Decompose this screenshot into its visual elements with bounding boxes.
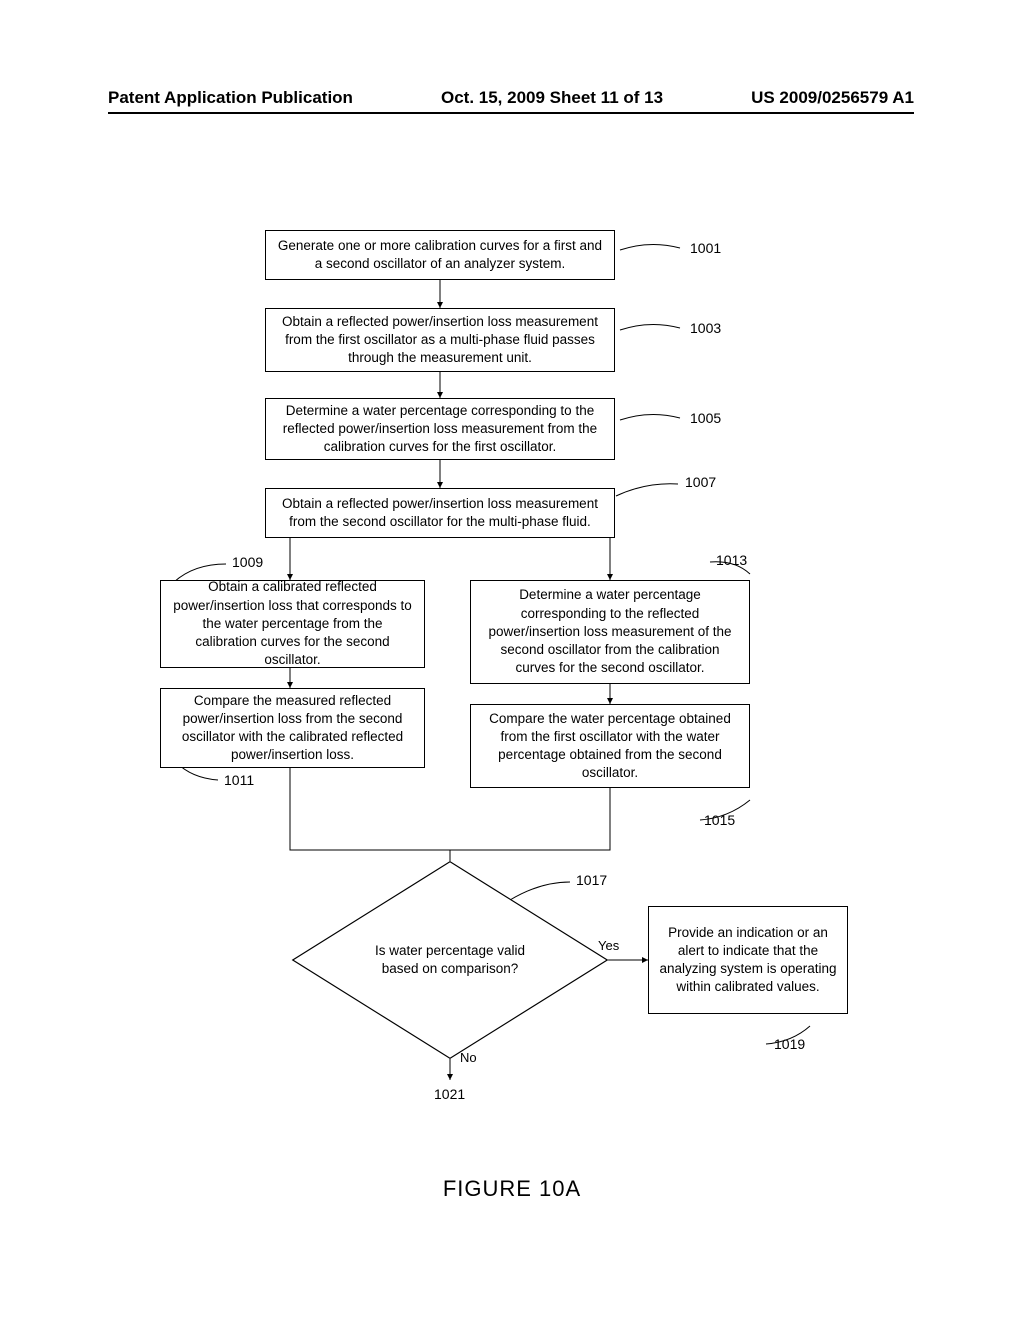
box-1011: Compare the measured reflected power/ins… [160,688,425,768]
box-1001-text: Generate one or more calibration curves … [276,237,604,273]
edge-no: No [460,1050,477,1065]
label-1017: 1017 [576,872,607,888]
box-1007: Obtain a reflected power/insertion loss … [265,488,615,538]
label-1019: 1019 [774,1036,805,1052]
box-1013-text: Determine a water percentage correspondi… [481,586,739,677]
label-1001: 1001 [690,240,721,256]
box-1003: Obtain a reflected power/insertion loss … [265,308,615,372]
label-1007: 1007 [685,474,716,490]
header-left: Patent Application Publication [108,88,353,108]
box-1007-text: Obtain a reflected power/insertion loss … [276,495,604,531]
box-1011-text: Compare the measured reflected power/ins… [171,692,414,765]
flowchart: Generate one or more calibration curves … [150,230,880,1150]
box-1003-text: Obtain a reflected power/insertion loss … [276,313,604,368]
label-1003: 1003 [690,320,721,336]
box-1013: Determine a water percentage correspondi… [470,580,750,684]
box-1001: Generate one or more calibration curves … [265,230,615,280]
box-1009: Obtain a calibrated reflected power/inse… [160,580,425,668]
decision-1017-label: Is water percentage valid based on compa… [358,942,542,978]
box-1015: Compare the water percentage obtained fr… [470,704,750,788]
box-1009-text: Obtain a calibrated reflected power/inse… [171,578,414,669]
label-1005: 1005 [690,410,721,426]
decision-1017-text: Is water percentage valid based on compa… [350,930,550,990]
label-1011: 1011 [224,772,254,788]
edge-yes: Yes [598,938,619,953]
box-1019: Provide an indication or an alert to ind… [648,906,848,1014]
page-header: Patent Application Publication Oct. 15, … [108,88,914,108]
box-1019-text: Provide an indication or an alert to ind… [659,924,837,997]
label-1015: 1015 [704,812,735,828]
box-1015-text: Compare the water percentage obtained fr… [481,710,739,783]
header-rule [108,112,914,114]
label-1021: 1021 [434,1086,465,1102]
header-center: Oct. 15, 2009 Sheet 11 of 13 [441,88,663,108]
label-1009: 1009 [232,554,263,570]
header-right: US 2009/0256579 A1 [751,88,914,108]
label-1013: 1013 [716,552,747,568]
box-1005-text: Determine a water percentage correspondi… [276,402,604,457]
figure-caption: FIGURE 10A [0,1176,1024,1202]
box-1005: Determine a water percentage correspondi… [265,398,615,460]
